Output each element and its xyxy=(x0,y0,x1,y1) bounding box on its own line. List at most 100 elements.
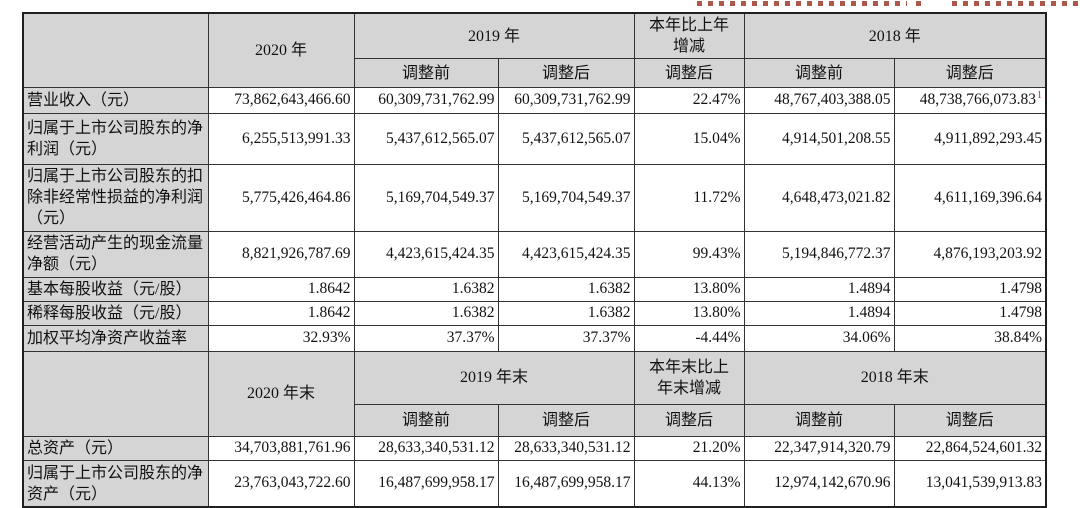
cell-2018-after: 1.4798 xyxy=(893,300,1047,326)
cell-2019-after: 37.37% xyxy=(497,324,635,352)
row-label: 归属于上市公司股东的净利润（元） xyxy=(22,113,209,166)
cell-2019-before: 16,487,699,958.17 xyxy=(353,459,499,508)
cell-change: -4.44% xyxy=(633,324,745,352)
header-row-yearend-adjust: 调整前 调整后 调整后 调整前 调整后 xyxy=(23,403,1047,437)
header-row-adjust: 调整前 调整后 调整后 调整前 调整后 xyxy=(23,58,1047,89)
cell-2018-after: 4,911,892,293.45 xyxy=(893,113,1047,166)
cell-value: 48,738,766,073.83 xyxy=(919,91,1037,109)
cell-2019-before: 28,633,340,531.12 xyxy=(353,435,499,461)
header-2018-end: 2018 年末 xyxy=(743,350,1047,405)
cell-2020: 5,775,426,464.86 xyxy=(207,164,355,232)
header-2018end-adj-after: 调整后 xyxy=(893,403,1047,437)
header-2019-end: 2019 年末 xyxy=(353,350,635,405)
header-2018-adj-after: 调整后 xyxy=(893,58,1047,89)
header-2018end-adj-before: 调整前 xyxy=(743,403,895,437)
row-label: 总资产（元） xyxy=(22,435,209,461)
row-label: 经营活动产生的现金流量净额（元） xyxy=(22,230,209,278)
header-2019-adj-before: 调整前 xyxy=(353,58,499,89)
cell-2020: 1.8642 xyxy=(207,276,355,302)
cell-2019-after: 5,169,704,549.37 xyxy=(497,164,635,232)
clipped-red-text-fragment xyxy=(697,1,907,6)
cell-change: 21.20% xyxy=(633,435,745,461)
cell-change: 13.80% xyxy=(633,300,745,326)
table-row-roe: 加权平均净资产收益率 32.93% 37.37% 37.37% -4.44% 3… xyxy=(22,324,1047,352)
cell-2019-before: 5,169,704,549.37 xyxy=(353,164,499,232)
cell-2019-after: 60,309,731,762.99 xyxy=(497,87,635,115)
header-yearend-change: 本年末比上年末增减 xyxy=(633,350,745,405)
cell-change: 15.04% xyxy=(633,113,745,166)
header-2019end-adj-before: 调整前 xyxy=(353,403,499,437)
footnote-ref: 1 xyxy=(1037,90,1043,102)
cell-2019-before: 5,437,612,565.07 xyxy=(353,113,499,166)
cell-2019-before: 4,423,615,424.35 xyxy=(353,230,499,278)
row-label: 归属于上市公司股东的扣除非经常性损益的净利润（元） xyxy=(22,164,209,232)
header-change-adj-after: 调整后 xyxy=(633,58,745,89)
cell-2019-after: 4,423,615,424.35 xyxy=(497,230,635,278)
header-yearend-change-adj-after: 调整后 xyxy=(633,403,745,437)
header-2019end-adj-after: 调整后 xyxy=(497,403,635,437)
header-2018: 2018 年 xyxy=(743,12,1047,60)
cell-2019-before: 60,309,731,762.99 xyxy=(353,87,499,115)
cell-2018-after: 22,864,524,601.32 xyxy=(893,435,1047,461)
cell-2018-after: 48,738,766,073.831 xyxy=(893,87,1047,115)
cell-2019-before: 37.37% xyxy=(353,324,499,352)
table-row-net-profit: 归属于上市公司股东的净利润（元） 6,255,513,991.33 5,437,… xyxy=(22,113,1047,166)
cell-2018-before: 5,194,846,772.37 xyxy=(743,230,895,278)
cell-2019-before: 1.6382 xyxy=(353,276,499,302)
cell-2020: 6,255,513,991.33 xyxy=(207,113,355,166)
cell-2020: 34,703,881,761.96 xyxy=(207,435,355,461)
cell-2019-before: 1.6382 xyxy=(353,300,499,326)
cell-change: 13.80% xyxy=(633,276,745,302)
cell-change: 11.72% xyxy=(633,164,745,232)
cell-2018-before: 4,648,473,021.82 xyxy=(743,164,895,232)
header-row-years: 2020 年 2019 年 本年比上年增减 2018 年 xyxy=(22,12,1047,89)
cell-2018-after: 1.4798 xyxy=(893,276,1047,302)
cell-2018-before: 48,767,403,388.05 xyxy=(743,87,895,115)
cell-2020: 1.8642 xyxy=(207,300,355,326)
table-row-net-profit-excl: 归属于上市公司股东的扣除非经常性损益的净利润（元） 5,775,426,464.… xyxy=(22,164,1047,232)
row-label: 营业收入（元） xyxy=(22,87,209,115)
cell-2018-before: 22,347,914,320.79 xyxy=(743,435,895,461)
cell-2019-after: 16,487,699,958.17 xyxy=(497,459,635,508)
cell-2020: 73,862,643,466.60 xyxy=(207,87,355,115)
cell-2018-before: 1.4894 xyxy=(743,276,895,302)
cell-2018-after: 4,876,193,203.92 xyxy=(893,230,1047,278)
cell-2019-after: 5,437,612,565.07 xyxy=(497,113,635,166)
cell-2018-before: 12,974,142,670.96 xyxy=(743,459,895,508)
cell-2019-after: 1.6382 xyxy=(497,300,635,326)
cell-2018-after: 4,611,169,396.64 xyxy=(893,164,1047,232)
table-row-total-assets: 总资产（元） 34,703,881,761.96 28,633,340,531.… xyxy=(22,435,1047,461)
table-row-revenue: 营业收入（元） 73,862,643,466.60 60,309,731,762… xyxy=(22,87,1047,115)
cell-2020: 23,763,043,722.60 xyxy=(207,459,355,508)
row-label: 基本每股收益（元/股） xyxy=(22,276,209,302)
header-2020: 2020 年 xyxy=(207,12,355,89)
table-row-basic-eps: 基本每股收益（元/股） 1.8642 1.6382 1.6382 13.80% … xyxy=(22,276,1047,302)
table-row-net-assets: 归属于上市公司股东的净资产（元） 23,763,043,722.60 16,48… xyxy=(22,459,1047,508)
clipped-red-text-fragment xyxy=(952,1,1078,6)
cell-2018-before: 4,914,501,208.55 xyxy=(743,113,895,166)
header-2019: 2019 年 xyxy=(353,12,635,60)
cell-change: 44.13% xyxy=(633,459,745,508)
cell-2020: 8,821,926,787.69 xyxy=(207,230,355,278)
table-row-diluted-eps: 稀释每股收益（元/股） 1.8642 1.6382 1.6382 13.80% … xyxy=(22,300,1047,326)
cell-change: 99.43% xyxy=(633,230,745,278)
financial-summary-table: 2020 年 2019 年 本年比上年增减 2018 年 调整前 调整后 调整后… xyxy=(22,12,1048,508)
header-change: 本年比上年增减 xyxy=(633,12,745,60)
cell-2020: 32.93% xyxy=(207,324,355,352)
header-2020-end: 2020 年末 xyxy=(207,350,355,437)
row-label: 加权平均净资产收益率 xyxy=(22,324,209,352)
cell-2018-before: 1.4894 xyxy=(743,300,895,326)
header-2019-adj-after: 调整后 xyxy=(497,58,635,89)
clipped-red-text-fragment xyxy=(916,1,926,6)
corner-cell xyxy=(22,12,209,89)
cell-2019-after: 28,633,340,531.12 xyxy=(497,435,635,461)
table-row-cash-flow: 经营活动产生的现金流量净额（元） 8,821,926,787.69 4,423,… xyxy=(22,230,1047,278)
row-label: 稀释每股收益（元/股） xyxy=(22,300,209,326)
cell-change: 22.47% xyxy=(633,87,745,115)
cell-2018-after: 13,041,539,913.83 xyxy=(893,459,1047,508)
header-2018-adj-before: 调整前 xyxy=(743,58,895,89)
cell-2018-after: 38.84% xyxy=(893,324,1047,352)
header-row-yearend: 2020 年末 2019 年末 本年末比上年末增减 2018 年末 xyxy=(22,350,1047,437)
corner-cell xyxy=(22,350,209,437)
cell-2019-after: 1.6382 xyxy=(497,276,635,302)
